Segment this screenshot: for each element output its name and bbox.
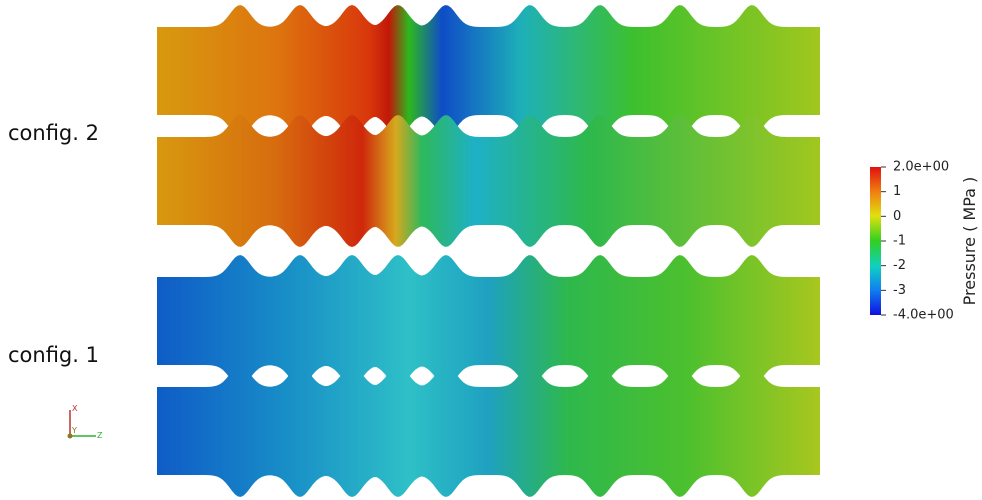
axes-triad: X Y Z	[67, 404, 103, 440]
colorbar-tick-label: -4.0e+00	[893, 308, 954, 323]
rotor-shade	[157, 365, 820, 497]
rotor-renders	[157, 5, 820, 497]
colorbar-tick-label: -3	[893, 283, 906, 298]
rotor	[157, 255, 820, 387]
rotor	[157, 115, 820, 247]
colorbar	[870, 167, 881, 315]
colorbar-title: Pressure ( MPa )	[960, 177, 979, 306]
rotor	[157, 365, 820, 497]
config-label: config. 1	[8, 343, 99, 367]
rotor-shade	[157, 115, 820, 247]
rotor	[157, 5, 820, 137]
config-label: config. 2	[8, 121, 99, 145]
colorbar-tick-label: 0	[893, 209, 901, 224]
colorbar-ticks: 2.0e+00 1 0 -1 -2 -3 -4.0e+00	[881, 160, 954, 323]
colorbar-tick-label: 2.0e+00	[893, 160, 949, 175]
axis-label: X	[72, 404, 78, 413]
colorbar-tick-label: 1	[893, 184, 901, 199]
colorbar-tick-label: -2	[893, 258, 906, 273]
rotor-shade	[157, 5, 820, 137]
rotor-shade	[157, 255, 820, 387]
y-axis	[67, 433, 73, 439]
axis-label: Z	[97, 431, 103, 440]
colorbar-tick-label: -1	[893, 234, 906, 249]
axis-label: Y	[71, 426, 77, 435]
